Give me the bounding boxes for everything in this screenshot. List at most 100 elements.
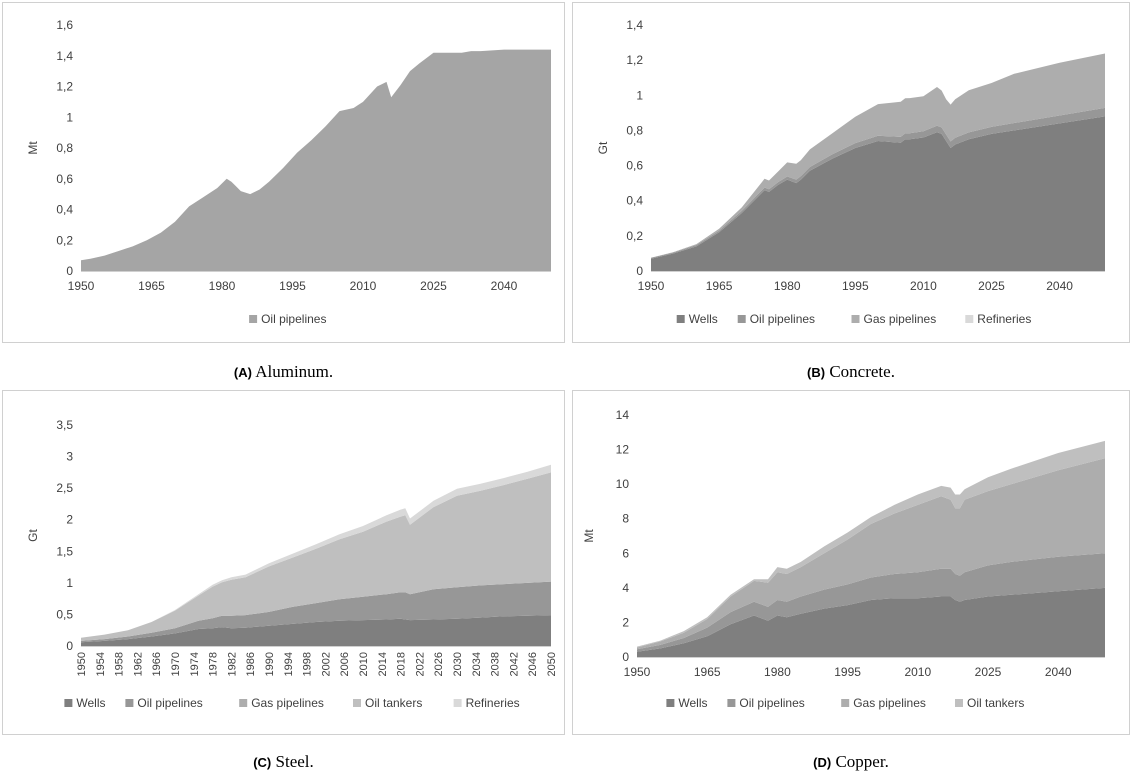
legend-label-oil-pipelines: Oil pipelines bbox=[739, 696, 804, 710]
area-gas-pipelines bbox=[637, 458, 1105, 650]
x-tick-label: 1965 bbox=[138, 279, 165, 293]
x-tick-label: 1950 bbox=[68, 279, 95, 293]
legend-label-gas-pipelines: Gas pipelines bbox=[853, 696, 926, 710]
x-tick-label: 1954 bbox=[95, 652, 107, 676]
y-tick-label: 0,4 bbox=[626, 194, 643, 208]
x-tick-label: 2002 bbox=[320, 652, 332, 676]
x-tick-label: 2040 bbox=[491, 279, 518, 293]
legend-swatch-wells bbox=[676, 315, 685, 323]
y-tick-label: 0,6 bbox=[626, 159, 643, 173]
caption-letter: (C) bbox=[253, 755, 272, 770]
x-tick-label: 1950 bbox=[624, 665, 651, 679]
x-tick-label: 1965 bbox=[694, 665, 721, 679]
caption-concrete: (B) Concrete. bbox=[572, 362, 1130, 382]
legend-swatch-oil-tankers bbox=[955, 699, 963, 707]
y-tick-label: 4 bbox=[622, 581, 629, 595]
legend-swatch-gas-pipelines bbox=[239, 699, 248, 707]
legend-swatch-oil-pipelines bbox=[249, 315, 258, 323]
caption-letter: (A) bbox=[233, 365, 252, 380]
legend: Oil pipelines bbox=[249, 312, 326, 326]
legend-label-wells: Wells bbox=[76, 696, 105, 710]
legend-label-refineries: Refineries bbox=[977, 312, 1031, 326]
caption-letter: (B) bbox=[807, 365, 826, 380]
x-tick-label: 1980 bbox=[774, 279, 801, 293]
area-oil-tankers bbox=[637, 440, 1105, 648]
x-tick-label: 1974 bbox=[189, 652, 201, 676]
chart-steel: 0 0,5 1 1,5 2 2,5 3 3,5 Gt 1950 1954 1958 1962 1966 19… bbox=[26, 418, 558, 710]
x-tick-label: 1970 bbox=[170, 652, 182, 676]
y-tick-label: 0,5 bbox=[56, 607, 73, 621]
chart-panel-copper: 0 2 4 6 8 10 12 14 Mt 1950 1965 1980 1995 2010 2025 204… bbox=[572, 390, 1130, 735]
y-tick-label: 1,2 bbox=[626, 53, 643, 67]
x-tick-label: 1998 bbox=[302, 652, 314, 676]
x-tick-label: 2025 bbox=[978, 279, 1005, 293]
y-tick-label: 12 bbox=[616, 443, 630, 457]
y-tick-label: 0,2 bbox=[56, 233, 73, 247]
y-axis-label: Mt bbox=[26, 141, 40, 155]
legend-label-gas-pipelines: Gas pipelines bbox=[251, 696, 324, 710]
caption-copper: (D) Copper. bbox=[572, 752, 1130, 772]
legend: Wells Oil pipelines Gas pipelines Oil tanke… bbox=[666, 696, 1024, 710]
x-tick-label: 1995 bbox=[279, 279, 306, 293]
x-tick-label: 1980 bbox=[209, 279, 236, 293]
caption-text: Concrete. bbox=[829, 362, 895, 381]
legend-label-wells: Wells bbox=[678, 696, 707, 710]
y-tick-label: 1 bbox=[636, 88, 643, 102]
y-tick-label: 0 bbox=[66, 639, 73, 653]
legend: Wells Oil pipelines Gas pipelines Refinerie… bbox=[676, 312, 1031, 326]
y-tick-label: 1 bbox=[66, 576, 73, 590]
y-tick-label: 0,2 bbox=[626, 229, 643, 243]
y-tick-label: 0 bbox=[636, 264, 643, 278]
x-tick-label: 2014 bbox=[377, 652, 389, 676]
y-tick-label: 0 bbox=[66, 264, 73, 278]
area-oil-pipelines bbox=[637, 553, 1105, 652]
chart-panel-concrete: 0 0,2 0,4 0,6 0,8 1 1,2 1,4 Gt 1950 1965 1980 1995 20… bbox=[572, 2, 1130, 343]
area-wells bbox=[81, 615, 551, 646]
y-tick-label: 10 bbox=[616, 477, 630, 491]
area-oil-pipelines bbox=[81, 581, 551, 643]
y-tick-label: 2 bbox=[66, 513, 73, 527]
y-tick-label: 0,8 bbox=[626, 123, 643, 137]
area-oil-tankers bbox=[81, 472, 551, 641]
x-tick-label: 2038 bbox=[490, 652, 502, 676]
y-tick-label: 6 bbox=[622, 546, 629, 560]
x-tick-label: 1995 bbox=[842, 279, 869, 293]
legend-swatch-oil-tankers bbox=[353, 699, 361, 707]
legend-swatch-refineries bbox=[965, 315, 974, 323]
x-tick-label: 2022 bbox=[414, 652, 426, 676]
x-tick-label: 1962 bbox=[132, 652, 144, 676]
legend-swatch-oil-pipelines bbox=[125, 699, 134, 707]
y-tick-label: 1,6 bbox=[56, 18, 73, 32]
legend-swatch-gas-pipelines bbox=[851, 315, 860, 323]
x-tick-label: 2050 bbox=[546, 652, 558, 676]
y-tick-label: 2,5 bbox=[56, 481, 73, 495]
legend-label-oil-tankers: Oil tankers bbox=[365, 696, 422, 710]
x-tick-label: 1980 bbox=[764, 665, 791, 679]
caption-letter: (D) bbox=[813, 755, 832, 770]
x-tick-label: 2018 bbox=[396, 652, 408, 676]
x-tick-label: 2030 bbox=[452, 652, 464, 676]
x-tick-label: 2025 bbox=[975, 665, 1002, 679]
y-tick-label: 14 bbox=[616, 408, 630, 422]
legend-swatch-oil-pipelines bbox=[737, 315, 746, 323]
legend-label-oil-tankers: Oil tankers bbox=[967, 696, 1024, 710]
y-axis-label: Gt bbox=[26, 529, 40, 542]
y-tick-label: 0,4 bbox=[56, 203, 73, 217]
caption-text: Aluminum. bbox=[255, 362, 334, 381]
y-tick-label: 1,4 bbox=[626, 18, 643, 32]
x-tick-label: 2042 bbox=[508, 652, 520, 676]
x-tick-label: 2046 bbox=[527, 652, 539, 676]
area-gas-pipelines bbox=[651, 53, 1105, 258]
y-axis-label: Mt bbox=[582, 529, 596, 543]
x-tick-label: 2006 bbox=[339, 652, 351, 676]
y-tick-label: 8 bbox=[622, 512, 629, 526]
x-tick-label: 1978 bbox=[208, 652, 220, 676]
x-tick-label: 2010 bbox=[904, 665, 931, 679]
caption-steel: (C) Steel. bbox=[2, 752, 565, 772]
x-tick-label: 1994 bbox=[283, 652, 295, 676]
legend-label-refineries: Refineries bbox=[466, 696, 520, 710]
x-tick-label: 1950 bbox=[76, 652, 88, 676]
chart-concrete: 0 0,2 0,4 0,6 0,8 1 1,2 1,4 Gt 1950 1965 1980 1995 20… bbox=[596, 18, 1105, 326]
legend-swatch-gas-pipelines bbox=[841, 699, 850, 707]
y-tick-label: 1 bbox=[66, 110, 73, 124]
